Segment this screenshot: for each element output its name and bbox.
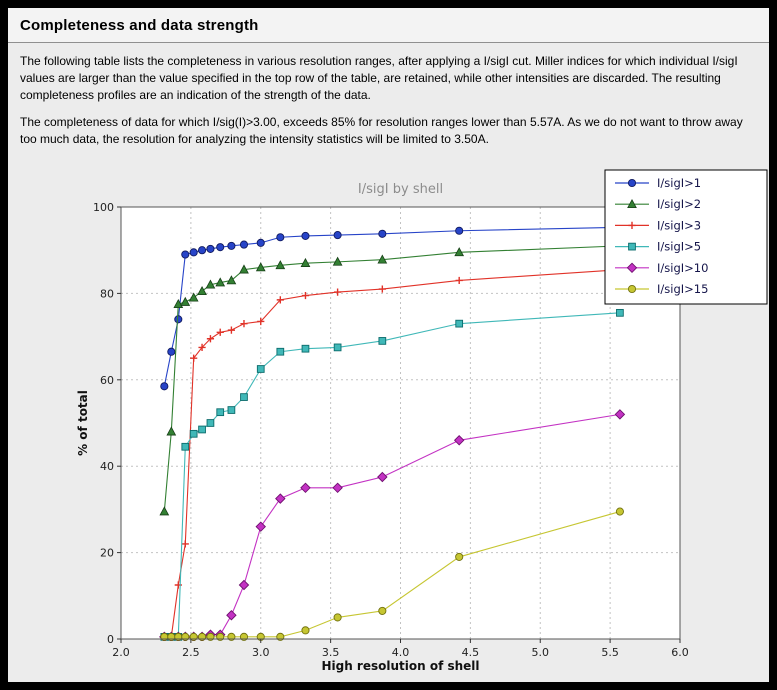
- svg-text:I/sigI by shell: I/sigI by shell: [358, 182, 443, 197]
- svg-text:I/sigI>2: I/sigI>2: [657, 197, 701, 211]
- svg-text:4.0: 4.0: [392, 646, 410, 659]
- intro-paragraph: The following table lists the completene…: [20, 54, 738, 103]
- panel-header: Completeness and data strength: [8, 8, 769, 43]
- svg-text:I/sigI>10: I/sigI>10: [657, 261, 708, 275]
- svg-text:I/sigI>3: I/sigI>3: [657, 218, 701, 232]
- isigi-by-shell-chart: 2.0 2.5 3.0 3.5 4.0 4.5 5.0 5.5 6.0 0 20 40 60 80 100 I…: [76, 169, 768, 673]
- svg-text:40: 40: [100, 460, 114, 473]
- completeness-panel: Completeness and data strength The follo…: [8, 8, 769, 682]
- svg-text:3.0: 3.0: [252, 646, 270, 659]
- svg-text:I/sigI>5: I/sigI>5: [657, 240, 701, 254]
- svg-text:2.0: 2.0: [112, 646, 130, 659]
- svg-text:I/sigI>1: I/sigI>1: [657, 176, 701, 190]
- svg-text:6.0: 6.0: [671, 646, 689, 659]
- svg-text:I/sigI>15: I/sigI>15: [657, 282, 708, 296]
- svg-text:3.5: 3.5: [322, 646, 340, 659]
- svg-text:80: 80: [100, 287, 114, 300]
- summary-paragraph: The completeness of data for which I/sig…: [20, 115, 743, 147]
- svg-text:60: 60: [100, 374, 114, 387]
- chart-area: 2.0 2.5 3.0 3.5 4.0 4.5 5.0 5.5 6.0 0 20 40 60 80 100 I…: [8, 160, 769, 682]
- svg-text:High resolution of shell: High resolution of shell: [321, 659, 479, 673]
- svg-text:0: 0: [107, 633, 114, 646]
- svg-text:100: 100: [93, 201, 114, 214]
- svg-text:4.5: 4.5: [462, 646, 480, 659]
- svg-text:% of total: % of total: [76, 390, 90, 456]
- svg-text:2.5: 2.5: [182, 646, 200, 659]
- page-title: Completeness and data strength: [20, 17, 259, 34]
- svg-text:20: 20: [100, 547, 114, 560]
- svg-text:5.0: 5.0: [532, 646, 550, 659]
- svg-text:5.5: 5.5: [601, 646, 619, 659]
